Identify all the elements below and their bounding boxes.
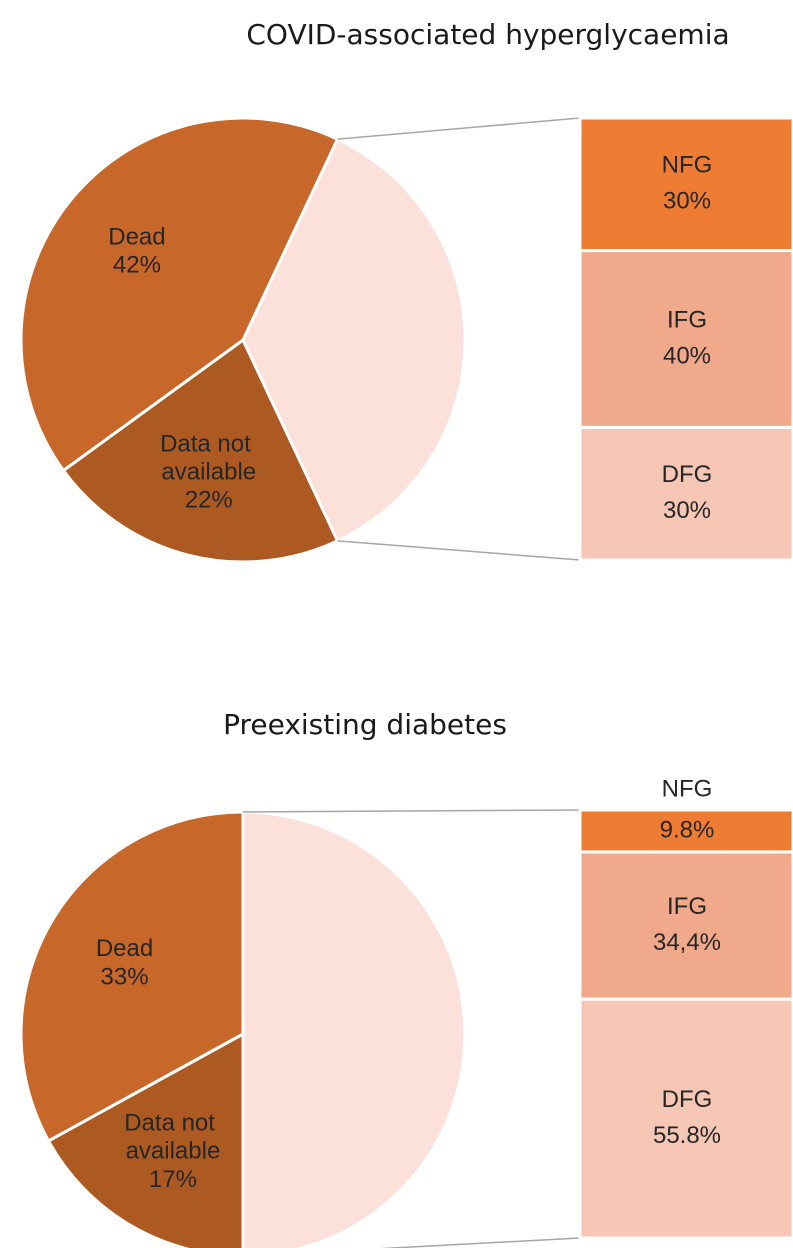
pie-slice xyxy=(19,116,340,473)
breakdown-value-label: 9.8% xyxy=(660,816,715,843)
breakdown-value-label: 55.8% xyxy=(653,1122,721,1149)
breakdown-label: NFG xyxy=(662,152,713,179)
connector-line xyxy=(242,809,581,813)
breakdown-bar xyxy=(578,425,793,562)
pie-slice xyxy=(46,1031,245,1248)
pie-slice xyxy=(61,337,340,564)
slice-label: Dead xyxy=(96,935,153,962)
chart-title: Preexisting diabetes xyxy=(223,708,507,741)
slice-value-label: 17% xyxy=(149,1166,197,1193)
pie-slice xyxy=(241,137,467,543)
pie-slice xyxy=(241,810,467,1248)
slice-value-label: 22% xyxy=(185,487,233,514)
breakdown-label: IFG xyxy=(667,893,707,920)
breakdown-bar xyxy=(578,850,793,1001)
breakdown-value-label: 34,4% xyxy=(653,929,721,956)
slice-value-label: 42% xyxy=(113,252,161,279)
connector-line xyxy=(337,117,581,140)
breakdown-label: DFG xyxy=(662,461,713,488)
chart-title: COVID-associated hyperglycaemia xyxy=(246,18,729,51)
breakdown-label: IFG xyxy=(667,306,707,333)
breakdown-bar xyxy=(578,116,793,253)
slice-label: Data not available xyxy=(124,1110,221,1165)
breakdown-value-label: 40% xyxy=(663,342,711,369)
pie-slice xyxy=(19,810,245,1143)
slice-value-label: 33% xyxy=(101,963,149,990)
slice-label: Dead xyxy=(108,224,165,251)
breakdown-bar xyxy=(578,997,793,1240)
slice-label: Data not available xyxy=(160,431,257,486)
connector-line xyxy=(337,540,581,561)
breakdown-value-label: 30% xyxy=(663,188,711,215)
breakdown-label: NFG xyxy=(662,775,713,802)
breakdown-label: DFG xyxy=(662,1086,713,1113)
connector-line xyxy=(378,1237,581,1248)
breakdown-value-label: 30% xyxy=(663,497,711,524)
breakdown-bar xyxy=(578,249,793,429)
